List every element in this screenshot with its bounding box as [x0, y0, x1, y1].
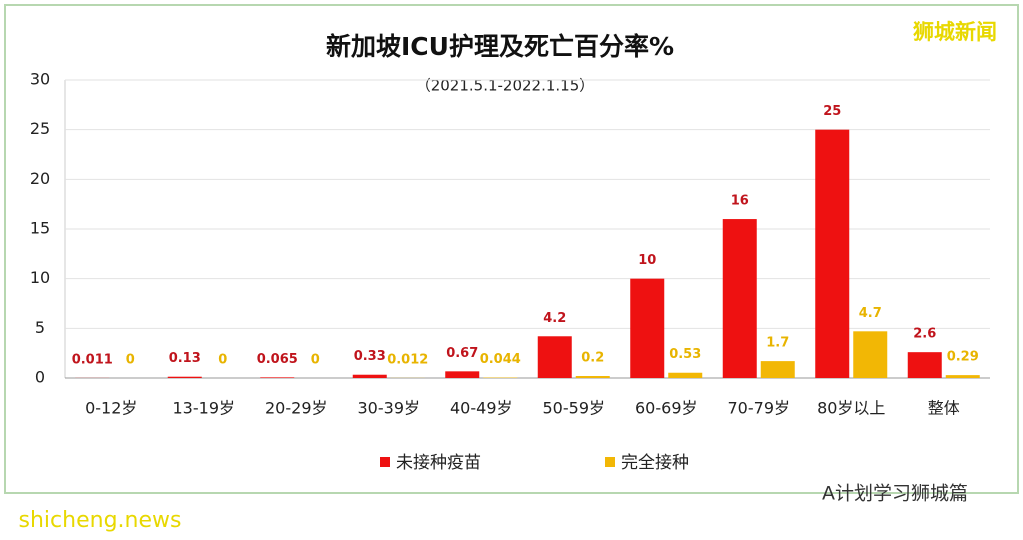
- value-label: 0: [126, 353, 135, 368]
- value-label: 10: [638, 253, 656, 268]
- chart-title: 新加坡ICU护理及死亡百分率%: [326, 32, 674, 61]
- legend-swatch: [380, 457, 390, 467]
- bar: [722, 219, 757, 378]
- value-label: 2.6: [913, 327, 936, 342]
- value-label: 1.7: [766, 336, 789, 351]
- bar: [853, 331, 888, 378]
- x-tick-label: 80岁以上: [817, 399, 885, 418]
- bar: [668, 372, 703, 378]
- value-label: 16: [731, 194, 749, 209]
- bar: [260, 377, 295, 378]
- y-tick-label: 20: [30, 169, 50, 188]
- bar: [815, 129, 850, 378]
- bar: [575, 376, 610, 378]
- value-label: 0.2: [581, 351, 604, 366]
- x-tick-label: 30-39岁: [358, 399, 421, 418]
- bar: [630, 278, 665, 378]
- bar: [760, 361, 795, 378]
- value-label: 0: [311, 353, 320, 368]
- y-tick-label: 30: [30, 70, 50, 89]
- value-label: 0.67: [446, 346, 478, 361]
- value-label: 0.011: [72, 352, 113, 367]
- watermark: 狮城新闻: [913, 20, 997, 44]
- x-tick-label: 20-29岁: [265, 399, 328, 418]
- y-tick-label: 25: [30, 119, 50, 138]
- y-tick-label: 5: [35, 318, 45, 337]
- bar: [537, 336, 572, 378]
- legend-label: 完全接种: [621, 453, 689, 473]
- legend-swatch: [605, 457, 615, 467]
- x-tick-label: 整体: [928, 399, 960, 418]
- value-label: 0.13: [169, 351, 201, 366]
- x-tick-label: 50-59岁: [543, 399, 606, 418]
- value-label: 4.2: [543, 311, 566, 326]
- value-label: 0.53: [669, 347, 701, 362]
- y-tick-label: 15: [30, 219, 50, 238]
- value-label: 0.044: [480, 352, 521, 367]
- x-tick-label: 0-12岁: [85, 399, 137, 418]
- bar: [907, 352, 942, 378]
- y-tick-label: 10: [30, 268, 50, 287]
- legend-label: 未接种疫苗: [396, 453, 481, 473]
- value-label: 0: [218, 353, 227, 368]
- watermark: shicheng.news: [19, 508, 182, 533]
- watermark: A计划学习狮城篇: [822, 483, 968, 505]
- chart-subtitle: （2021.5.1-2022.1.15）: [416, 77, 595, 95]
- value-label: 4.7: [859, 306, 882, 321]
- bar: [167, 376, 202, 378]
- bar: [945, 375, 980, 378]
- value-label: 25: [823, 104, 841, 119]
- bar: [445, 371, 480, 378]
- value-label: 0.065: [257, 352, 298, 367]
- x-tick-label: 13-19岁: [173, 399, 236, 418]
- bar: [352, 374, 387, 378]
- value-label: 0.012: [387, 352, 428, 367]
- x-tick-label: 40-49岁: [450, 399, 513, 418]
- x-tick-label: 70-79岁: [728, 399, 791, 418]
- value-label: 0.29: [947, 350, 979, 365]
- y-tick-label: 0: [35, 368, 45, 387]
- value-label: 0.33: [354, 349, 386, 364]
- x-tick-label: 60-69岁: [635, 399, 698, 418]
